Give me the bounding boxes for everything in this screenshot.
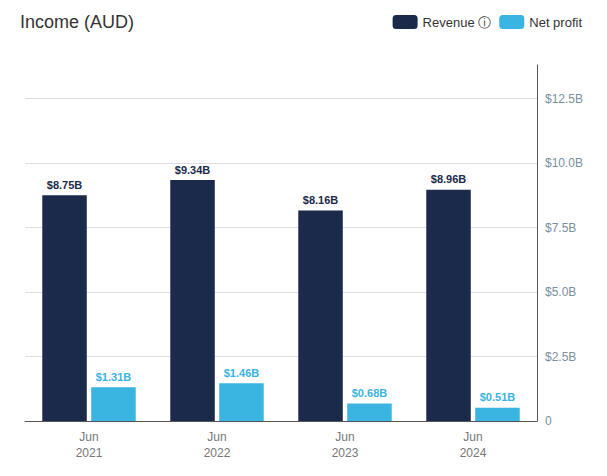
svg-text:2022: 2022	[204, 446, 231, 460]
svg-text:Jun: Jun	[463, 430, 482, 444]
svg-text:Jun: Jun	[335, 430, 354, 444]
svg-text:$5.0B: $5.0B	[545, 285, 576, 299]
svg-text:$9.34B: $9.34B	[175, 164, 211, 176]
svg-text:$7.5B: $7.5B	[545, 221, 576, 235]
svg-text:Income (AUD): Income (AUD)	[20, 12, 134, 32]
svg-text:2021: 2021	[76, 446, 103, 460]
svg-text:$8.96B: $8.96B	[431, 173, 467, 185]
svg-text:$0.51B: $0.51B	[480, 391, 516, 403]
svg-text:2023: 2023	[332, 446, 359, 460]
svg-text:2024: 2024	[460, 446, 487, 460]
svg-text:0: 0	[545, 414, 552, 428]
svg-text:Revenue ⓘ: Revenue ⓘ	[423, 15, 492, 30]
svg-text:Jun: Jun	[207, 430, 226, 444]
svg-text:$8.16B: $8.16B	[303, 194, 339, 206]
svg-text:$1.46B: $1.46B	[224, 367, 260, 379]
svg-text:$0.68B: $0.68B	[352, 387, 388, 399]
svg-text:$10.0B: $10.0B	[545, 156, 583, 170]
svg-text:$8.75B: $8.75B	[47, 179, 83, 191]
svg-text:Jun: Jun	[79, 430, 98, 444]
svg-text:$12.5B: $12.5B	[545, 92, 583, 106]
svg-text:$1.31B: $1.31B	[96, 371, 132, 383]
svg-text:Net profit: Net profit	[529, 15, 582, 30]
svg-text:$2.5B: $2.5B	[545, 350, 576, 364]
